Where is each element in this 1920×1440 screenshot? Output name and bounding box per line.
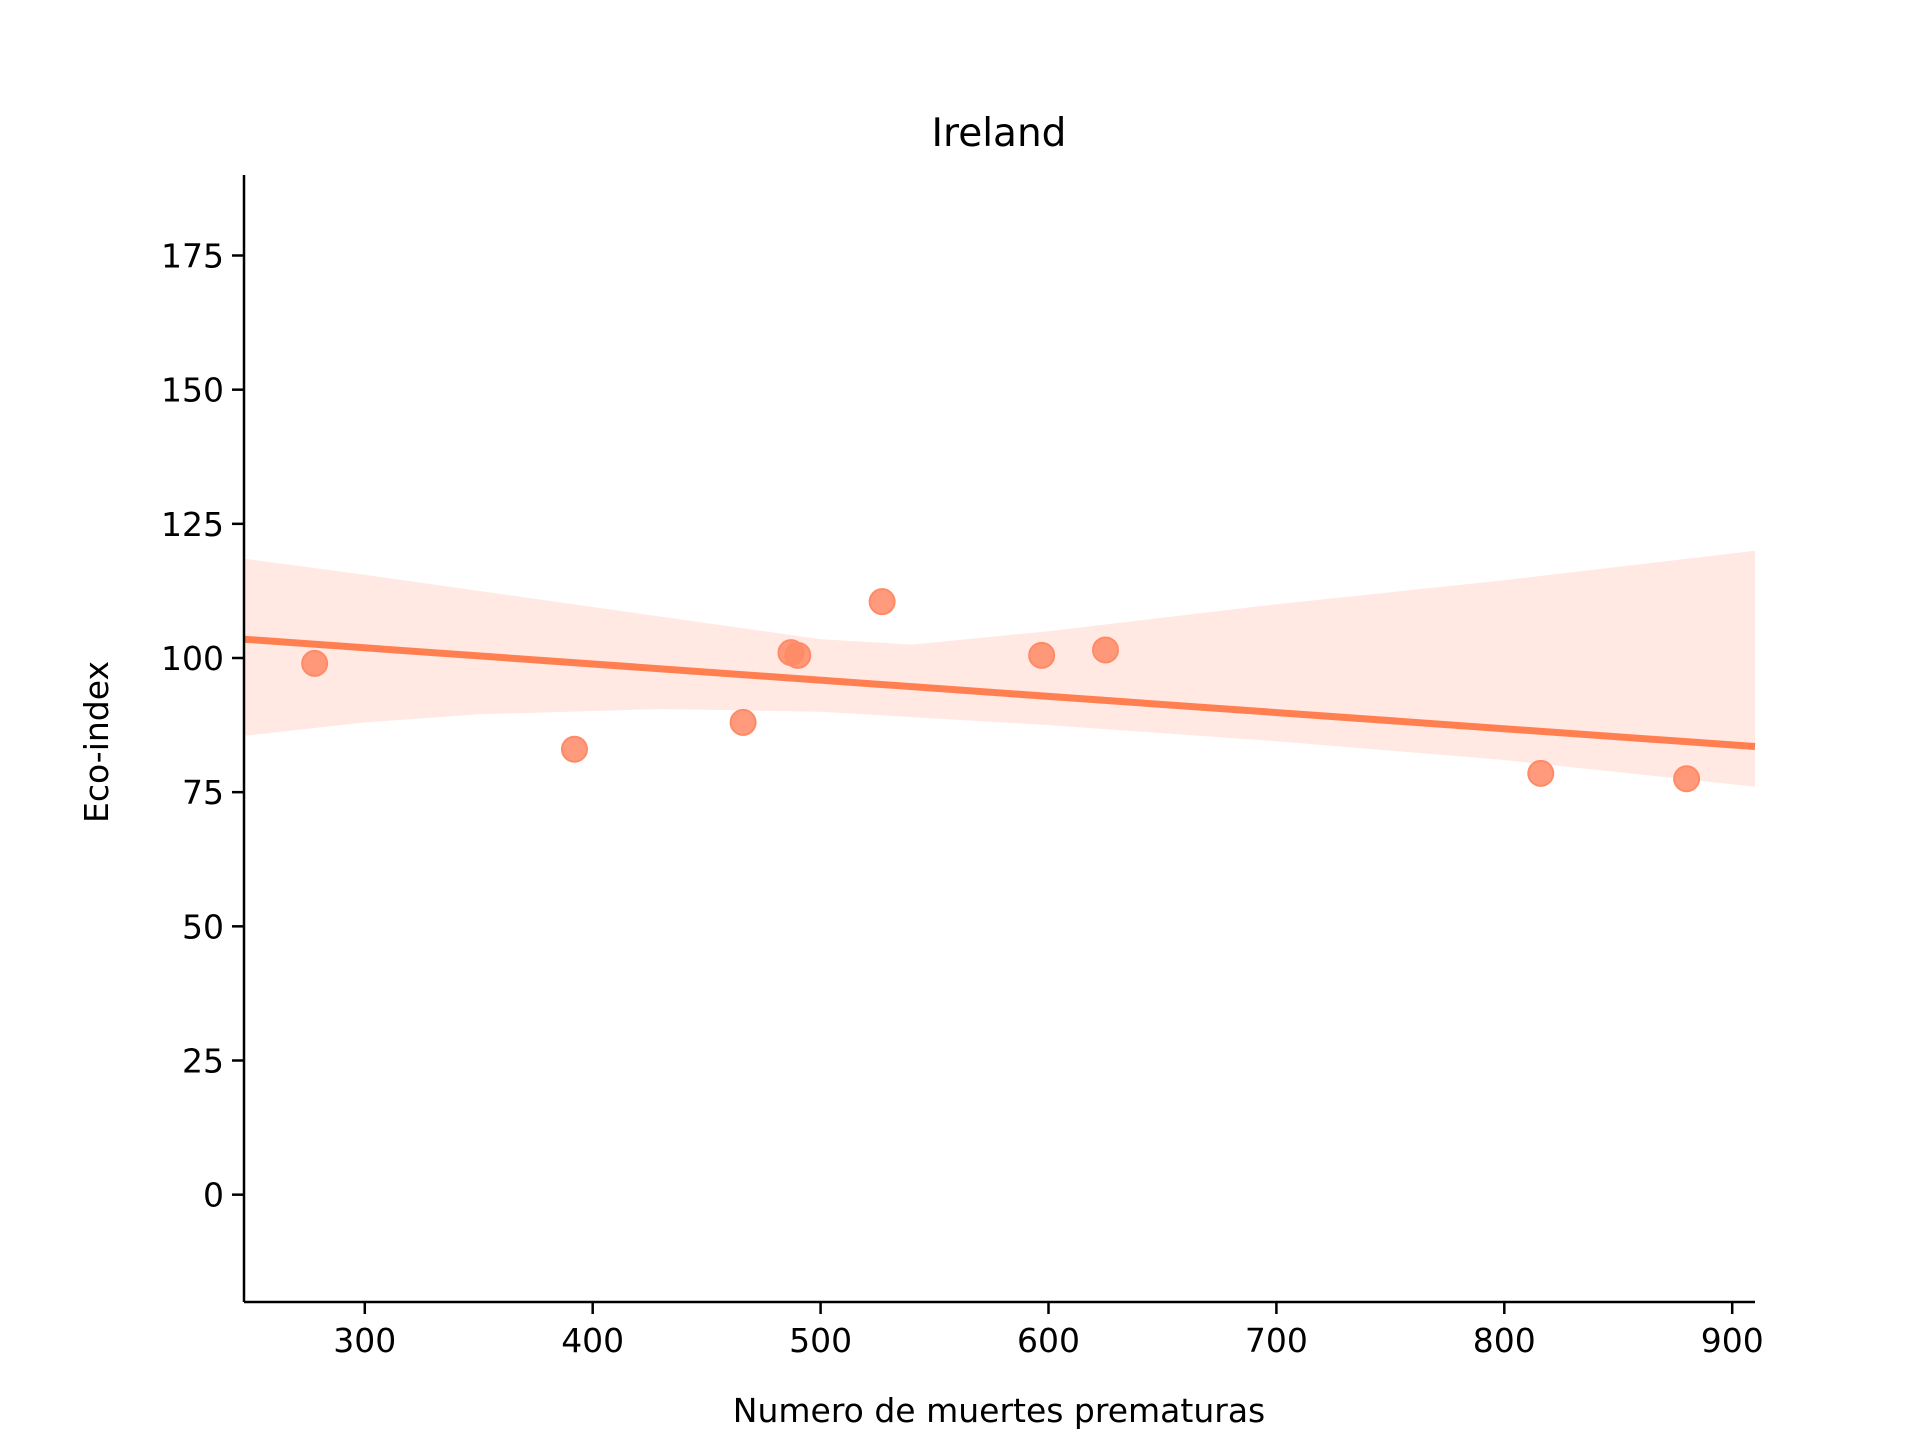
x-axis-ticks: 300 400 500 600 700 800 900 <box>333 1302 1764 1360</box>
x-tick-label: 300 <box>333 1321 396 1360</box>
x-tick-label: 400 <box>561 1321 624 1360</box>
x-axis-label: Numero de muertes prematuras <box>733 1391 1265 1430</box>
data-point <box>1091 636 1119 664</box>
y-tick-label: 25 <box>182 1042 224 1081</box>
data-point <box>301 649 329 677</box>
data-point <box>1527 759 1555 787</box>
plot-area <box>243 550 1756 793</box>
data-point <box>560 735 588 763</box>
x-tick-label: 500 <box>789 1321 852 1360</box>
y-tick-label: 75 <box>182 773 224 812</box>
data-point <box>1028 641 1056 669</box>
y-axis-label: Eco-index <box>77 661 116 823</box>
data-points <box>301 588 1701 793</box>
data-point <box>729 708 757 736</box>
y-tick-label: 150 <box>161 371 224 410</box>
y-tick-label: 50 <box>182 907 224 946</box>
regression-line <box>243 635 1756 751</box>
y-tick-label: 0 <box>203 1176 224 1215</box>
chart-title: Ireland <box>932 111 1067 156</box>
y-axis-ticks: 0 25 50 75 100 125 150 175 <box>161 237 244 1215</box>
x-tick-label: 600 <box>1017 1321 1080 1360</box>
y-tick-label: 175 <box>161 237 224 276</box>
y-tick-label: 125 <box>161 505 224 544</box>
data-point <box>1673 765 1701 793</box>
x-tick-label: 900 <box>1701 1321 1764 1360</box>
x-tick-label: 700 <box>1245 1321 1308 1360</box>
data-point <box>868 588 896 616</box>
confidence-band <box>244 550 1755 787</box>
y-tick-label: 100 <box>161 639 224 678</box>
x-tick-label: 800 <box>1473 1321 1536 1360</box>
data-point <box>784 641 812 669</box>
